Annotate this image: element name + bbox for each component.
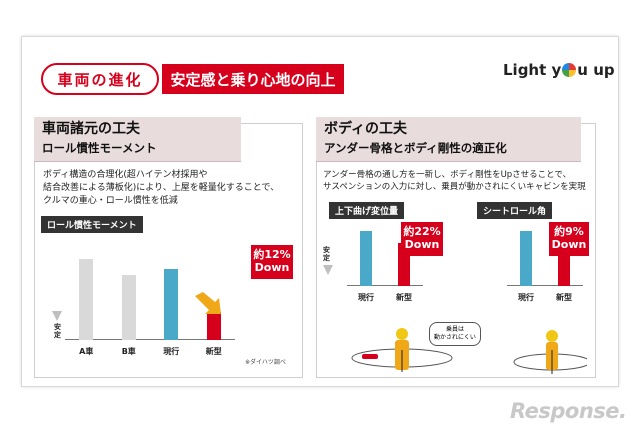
reduction-badge: 約12% Down [251, 245, 293, 279]
description-line: クルマの重心・ロール慣性を低減 [43, 196, 178, 206]
callout-line: 動かされにくい [434, 334, 476, 341]
panel-subtitle: アンダー骨格とボディ剛性の適正化 [324, 141, 507, 155]
roll-inertia-chart [65, 252, 235, 340]
panel-header: ボディの工夫 アンダー骨格とボディ剛性の適正化 [316, 117, 581, 162]
x-tick-label: A車 [79, 347, 94, 356]
slide: 車両の進化 安定感と乗り心地の向上 Light y u up 車両諸元の工夫 ロ… [21, 36, 619, 387]
chart-baseline [507, 285, 583, 286]
reduction-word: Down [254, 261, 290, 274]
down-arrow-icon [52, 311, 62, 321]
description-line: サスペンションの入力に対し、乗員が動かされにくいキャビンを実現 [323, 182, 586, 192]
axis-label-stable: 安定 [323, 246, 330, 262]
down-arrow-icon [323, 265, 333, 275]
panel-title: 車両諸元の工夫 [42, 121, 140, 137]
panel-vehicle-specs: 車両諸元の工夫 ロール慣性モーメント ボディ構造の合理化(超ハイテン材採用や 結… [34, 117, 303, 378]
description-line: 結合改善による薄板化)により、上屋を軽量化することで、 [43, 183, 280, 193]
reduction-word: Down [404, 238, 440, 251]
panel-subtitle: ロール慣性モーメント [42, 141, 157, 155]
panel-body-structure: ボディの工夫 アンダー骨格とボディ剛性の適正化 アンダー骨格の通し方を一新し、ボ… [316, 117, 596, 378]
occupant-callout: 乗員は 動かされにくい [429, 322, 481, 346]
description-line: ボディ構造の合理化(超ハイテン材採用や [43, 170, 208, 180]
bar-新型 [206, 311, 221, 340]
callout-line: 乗員は [445, 326, 464, 333]
reduction-badge: 約9% Down [549, 222, 589, 256]
source-note: ※ダイハツ調べ [245, 359, 286, 366]
x-tick-label: 現行 [163, 347, 180, 356]
x-tick-label: 現行 [518, 293, 534, 302]
reduction-percent: 約12% [253, 248, 291, 261]
panel-description: ボディ構造の合理化(超ハイテン材採用や 結合改善による薄板化)により、上屋を軽量… [43, 169, 301, 208]
chart-baseline [65, 339, 235, 340]
x-tick-label: 新型 [396, 293, 412, 302]
topic-pill: 車両の進化 [41, 63, 159, 95]
bar-現行 [164, 268, 179, 340]
x-tick-label: B車 [121, 347, 136, 356]
logo-text-pre: Light y [503, 61, 562, 79]
trend-arrow-icon [195, 292, 221, 314]
bar-B車 [121, 275, 136, 340]
response-watermark: Response. [510, 399, 627, 423]
logo-text-post: u up [577, 61, 615, 79]
x-tick-label: 新型 [556, 293, 572, 302]
chart-tag: ロール慣性モーメント [41, 216, 143, 233]
reduction-percent: 約9% [554, 225, 584, 238]
chart-baseline [347, 285, 423, 286]
reduction-badge: 約22% Down [401, 222, 443, 256]
description-line: アンダー骨格の通し方を一新し、ボディ剛性をUpさせることで、 [323, 170, 572, 180]
chart-tag: シートロール角 [477, 202, 553, 219]
bar-現行 [519, 230, 533, 286]
logo-o-icon [562, 63, 577, 77]
reduction-percent: 約22% [403, 225, 441, 238]
reduction-word: Down [551, 238, 587, 251]
x-tick-label: 新型 [205, 347, 222, 356]
cabin-illustration [351, 328, 587, 374]
x-tick-label: 現行 [358, 293, 374, 302]
bar-A車 [79, 259, 94, 340]
panel-description: アンダー骨格の通し方を一新し、ボディ剛性をUpさせることで、 サスペンションの入… [323, 169, 595, 193]
chart-tag: 上下曲げ変位量 [329, 202, 405, 219]
panel-header: 車両諸元の工夫 ロール慣性モーメント [34, 117, 241, 162]
brand-logo: Light y u up [503, 61, 615, 79]
panel-title: ボディの工夫 [324, 121, 408, 137]
axis-label-stable: 安定 [54, 323, 61, 339]
topic-banner: 安定感と乗り心地の向上 [162, 64, 344, 94]
bar-現行 [359, 230, 373, 286]
